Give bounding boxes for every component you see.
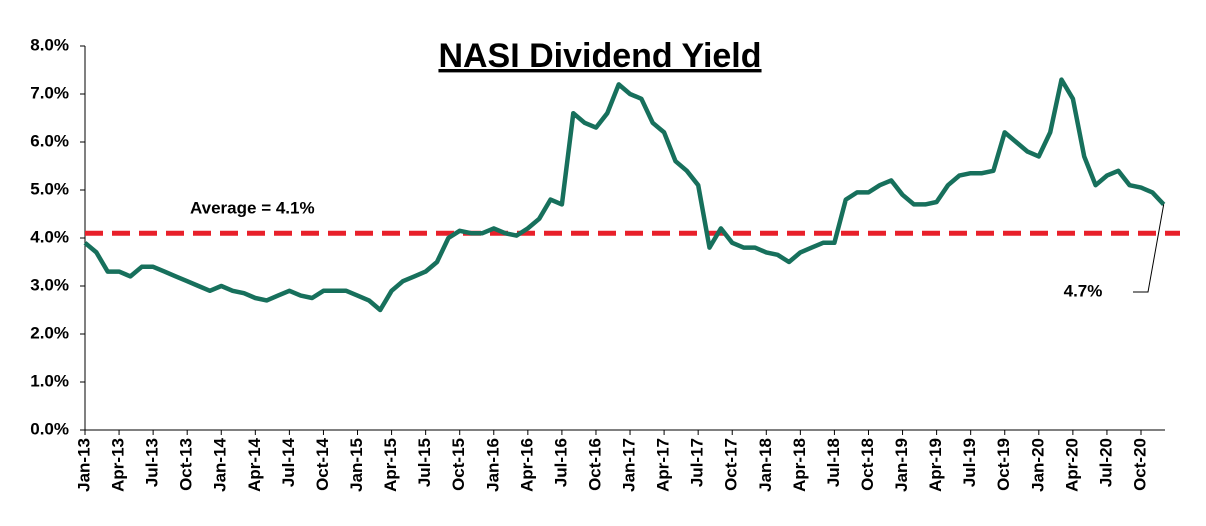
x-tick-label: Apr-16	[517, 438, 536, 492]
y-tick-label: 3.0%	[30, 275, 69, 294]
x-tick-label: Jan-20	[1028, 438, 1047, 492]
y-tick-label: 6.0%	[30, 131, 69, 150]
y-tick-label: 0.0%	[30, 419, 69, 438]
x-tick-label: Oct-13	[177, 438, 196, 491]
x-tick-label: Jul-14	[279, 437, 298, 487]
x-tick-label: Oct-16	[585, 438, 604, 491]
x-tick-label: Jul-19	[960, 438, 979, 487]
x-tick-label: Jul-15	[415, 438, 434, 487]
end-leader	[1133, 204, 1165, 293]
y-tick-label: 8.0%	[30, 35, 69, 54]
x-tick-label: Oct-15	[449, 438, 468, 491]
x-tick-label: Apr-14	[245, 437, 264, 491]
y-tick-label: 5.0%	[30, 179, 69, 198]
end-label: 4.7%	[1064, 281, 1103, 300]
y-tick-label: 4.0%	[30, 227, 69, 246]
y-tick-label: 7.0%	[30, 83, 69, 102]
average-label: Average = 4.1%	[190, 199, 315, 218]
x-tick-label: Jul-20	[1096, 438, 1115, 487]
x-tick-label: Jan-16	[483, 438, 502, 492]
x-tick-label: Jan-14	[211, 437, 230, 491]
x-tick-label: Jan-17	[620, 438, 639, 492]
x-tick-label: Apr-15	[381, 438, 400, 492]
x-tick-label: Jan-15	[347, 438, 366, 492]
x-tick-label: Apr-20	[1062, 438, 1081, 492]
x-tick-label: Jul-18	[824, 438, 843, 487]
y-tick-label: 1.0%	[30, 371, 69, 390]
x-tick-label: Apr-17	[654, 438, 673, 492]
chart-title: NASI Dividend Yield	[438, 37, 761, 75]
line-series	[83, 77, 1166, 313]
x-tick-label: Jan-13	[74, 438, 93, 492]
x-tick-label: Oct-18	[858, 438, 877, 491]
x-tick-label: Apr-19	[926, 438, 945, 492]
x-tick-label: Apr-18	[790, 438, 809, 492]
x-tick-label: Oct-17	[722, 438, 741, 491]
x-tick-label: Jan-19	[892, 438, 911, 492]
x-tick-label: Jul-13	[143, 438, 162, 487]
x-tick-label: Apr-13	[109, 438, 128, 492]
x-tick-label: Oct-14	[313, 437, 332, 490]
x-tick-label: Jul-16	[551, 438, 570, 487]
x-tick-label: Oct-19	[994, 438, 1013, 491]
x-tick-label: Oct-20	[1130, 438, 1149, 491]
x-tick-label: Jan-18	[756, 438, 775, 492]
x-tick-label: Jul-17	[688, 438, 707, 487]
y-tick-label: 2.0%	[30, 323, 69, 342]
